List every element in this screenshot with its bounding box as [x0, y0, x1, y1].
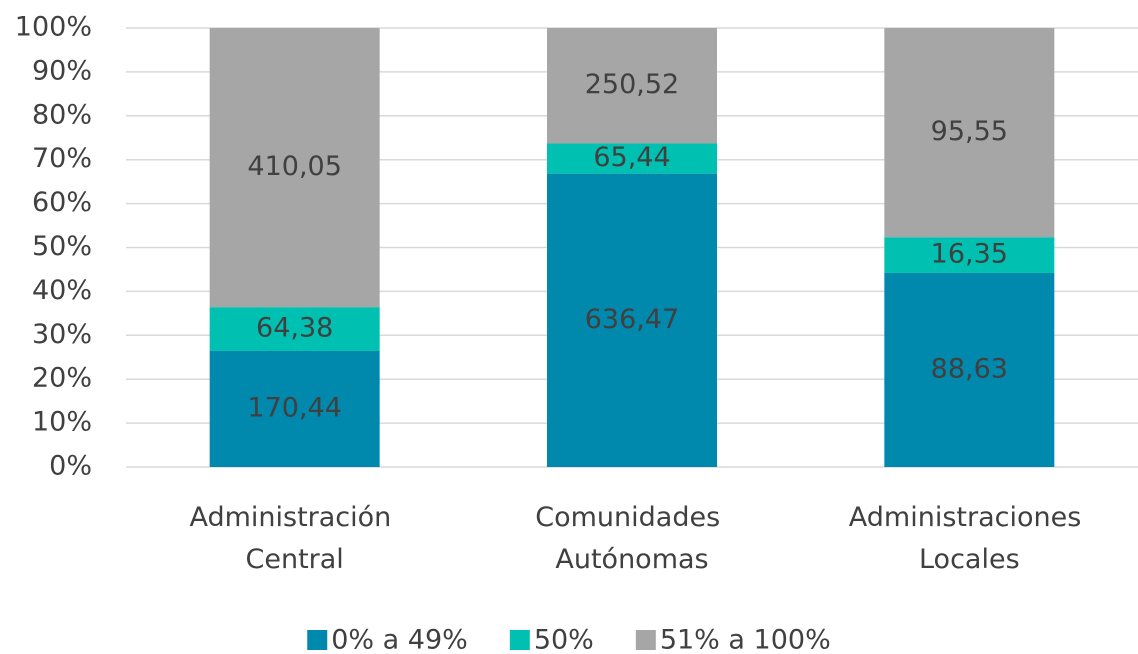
bar-segment: [209, 350, 380, 467]
x-tick-line: Administraciones: [849, 502, 1090, 533]
y-tick-label: 30%: [32, 319, 92, 350]
data-label: 64,38: [256, 313, 333, 344]
bar-segment: [547, 28, 717, 144]
x-tick-line: Comunidades: [535, 502, 728, 533]
y-tick-label: 70%: [32, 143, 92, 174]
y-tick-label: 10%: [32, 407, 92, 438]
y-tick-label: 100%: [15, 12, 92, 43]
y-tick-label: 90%: [32, 55, 92, 86]
legend-label: 50%: [534, 625, 594, 654]
x-tick-label: Administración Central: [189, 502, 399, 575]
y-tick-label: 80%: [32, 99, 92, 130]
x-tick-line: Central: [246, 544, 344, 575]
bar-segment: [884, 28, 1055, 238]
bar-segment: [884, 272, 1055, 467]
y-tick-label: 60%: [32, 187, 92, 218]
legend: 0% a 49% 50% 51% a 100%: [307, 625, 831, 654]
data-label: 65,44: [593, 142, 670, 173]
data-label: 636,47: [585, 304, 679, 335]
x-tick-line: Administración: [189, 502, 399, 533]
bar-segment: [209, 28, 380, 308]
data-label: 410,05: [247, 151, 341, 182]
data-label: 250,52: [585, 69, 679, 100]
x-tick-line: Autónomas: [555, 544, 708, 575]
legend-label: 51% a 100%: [660, 625, 831, 654]
data-label: 88,63: [931, 353, 1008, 384]
y-tick-label: 0%: [49, 451, 92, 482]
x-tick-label: Comunidades Autónomas: [535, 502, 728, 575]
legend-swatch: [307, 630, 328, 650]
legend-label: 0% a 49%: [331, 625, 468, 654]
bar-segment: [884, 237, 1055, 273]
legend-swatch: [635, 630, 656, 650]
y-tick-label: 20%: [32, 363, 92, 394]
x-tick-label: Administraciones Locales: [849, 502, 1090, 575]
data-label: 95,55: [931, 116, 1008, 147]
data-label: 16,35: [931, 239, 1008, 270]
bar-segment: [547, 173, 717, 467]
legend-swatch: [509, 630, 530, 650]
x-tick-line: Locales: [919, 544, 1020, 575]
bar-segment: [547, 143, 717, 174]
y-tick-label: 40%: [32, 275, 92, 306]
bar-segment: [209, 307, 380, 351]
y-tick-label: 50%: [32, 231, 92, 262]
data-label: 170,44: [247, 392, 341, 423]
